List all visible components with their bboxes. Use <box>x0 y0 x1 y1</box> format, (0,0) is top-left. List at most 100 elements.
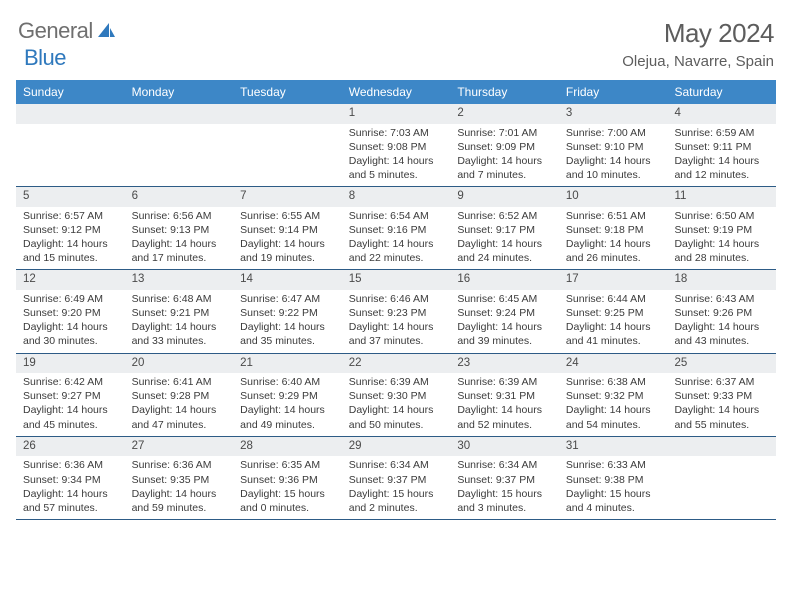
daylight-line: Daylight: 14 hours and 41 minutes. <box>566 320 661 348</box>
day-number: 9 <box>450 187 559 207</box>
calendar-cell <box>16 104 125 186</box>
sunset-line: Sunset: 9:08 PM <box>349 140 444 154</box>
day-number-empty <box>16 104 125 124</box>
day-number: 19 <box>16 354 125 374</box>
calendar-cell: 31Sunrise: 6:33 AMSunset: 9:38 PMDayligh… <box>559 437 668 519</box>
daylight-line: Daylight: 15 hours and 4 minutes. <box>566 487 661 515</box>
cell-body: Sunrise: 6:59 AMSunset: 9:11 PMDaylight:… <box>667 124 776 187</box>
sunset-line: Sunset: 9:26 PM <box>674 306 769 320</box>
cell-body: Sunrise: 6:39 AMSunset: 9:31 PMDaylight:… <box>450 373 559 436</box>
cell-body: Sunrise: 6:43 AMSunset: 9:26 PMDaylight:… <box>667 290 776 353</box>
cell-body: Sunrise: 6:33 AMSunset: 9:38 PMDaylight:… <box>559 456 668 519</box>
calendar-week-row: 19Sunrise: 6:42 AMSunset: 9:27 PMDayligh… <box>16 354 776 437</box>
daylight-line: Daylight: 14 hours and 17 minutes. <box>132 237 227 265</box>
location-label: Olejua, Navarre, Spain <box>622 53 774 70</box>
daylight-line: Daylight: 15 hours and 2 minutes. <box>349 487 444 515</box>
sunrise-line: Sunrise: 7:00 AM <box>566 126 661 140</box>
cell-body: Sunrise: 7:01 AMSunset: 9:09 PMDaylight:… <box>450 124 559 187</box>
calendar-cell: 23Sunrise: 6:39 AMSunset: 9:31 PMDayligh… <box>450 354 559 436</box>
sunrise-line: Sunrise: 6:38 AM <box>566 375 661 389</box>
cell-body: Sunrise: 6:52 AMSunset: 9:17 PMDaylight:… <box>450 207 559 270</box>
calendar-cell: 12Sunrise: 6:49 AMSunset: 9:20 PMDayligh… <box>16 270 125 352</box>
cell-body: Sunrise: 6:41 AMSunset: 9:28 PMDaylight:… <box>125 373 234 436</box>
sunset-line: Sunset: 9:17 PM <box>457 223 552 237</box>
sunrise-line: Sunrise: 6:57 AM <box>23 209 118 223</box>
cell-body: Sunrise: 7:00 AMSunset: 9:10 PMDaylight:… <box>559 124 668 187</box>
daylight-line: Daylight: 14 hours and 30 minutes. <box>23 320 118 348</box>
sunset-line: Sunset: 9:24 PM <box>457 306 552 320</box>
cell-body: Sunrise: 6:54 AMSunset: 9:16 PMDaylight:… <box>342 207 451 270</box>
sunrise-line: Sunrise: 6:34 AM <box>457 458 552 472</box>
sunset-line: Sunset: 9:11 PM <box>674 140 769 154</box>
daylight-line: Daylight: 14 hours and 50 minutes. <box>349 403 444 431</box>
day-number: 29 <box>342 437 451 457</box>
daylight-line: Daylight: 14 hours and 52 minutes. <box>457 403 552 431</box>
weekday-header: Sunday <box>16 80 125 104</box>
day-number: 23 <box>450 354 559 374</box>
calendar-cell: 8Sunrise: 6:54 AMSunset: 9:16 PMDaylight… <box>342 187 451 269</box>
calendar-cell: 3Sunrise: 7:00 AMSunset: 9:10 PMDaylight… <box>559 104 668 186</box>
sunrise-line: Sunrise: 6:51 AM <box>566 209 661 223</box>
daylight-line: Daylight: 14 hours and 54 minutes. <box>566 403 661 431</box>
daylight-line: Daylight: 15 hours and 3 minutes. <box>457 487 552 515</box>
day-number: 27 <box>125 437 234 457</box>
calendar-cell: 27Sunrise: 6:36 AMSunset: 9:35 PMDayligh… <box>125 437 234 519</box>
day-number: 8 <box>342 187 451 207</box>
sunrise-line: Sunrise: 6:34 AM <box>349 458 444 472</box>
sunrise-line: Sunrise: 6:50 AM <box>674 209 769 223</box>
calendar-cell: 30Sunrise: 6:34 AMSunset: 9:37 PMDayligh… <box>450 437 559 519</box>
sunset-line: Sunset: 9:13 PM <box>132 223 227 237</box>
daylight-line: Daylight: 14 hours and 33 minutes. <box>132 320 227 348</box>
daylight-line: Daylight: 14 hours and 15 minutes. <box>23 237 118 265</box>
sunset-line: Sunset: 9:22 PM <box>240 306 335 320</box>
month-title: May 2024 <box>622 18 774 49</box>
cell-body: Sunrise: 6:49 AMSunset: 9:20 PMDaylight:… <box>16 290 125 353</box>
cell-body: Sunrise: 6:44 AMSunset: 9:25 PMDaylight:… <box>559 290 668 353</box>
calendar-week-row: 12Sunrise: 6:49 AMSunset: 9:20 PMDayligh… <box>16 270 776 353</box>
weekday-header: Thursday <box>450 80 559 104</box>
daylight-line: Daylight: 14 hours and 57 minutes. <box>23 487 118 515</box>
sunrise-line: Sunrise: 6:36 AM <box>132 458 227 472</box>
day-number: 13 <box>125 270 234 290</box>
calendar-cell: 5 Sunrise: 6:57 AMSunset: 9:12 PMDaylight… <box>16 187 125 269</box>
daylight-line: Daylight: 14 hours and 49 minutes. <box>240 403 335 431</box>
day-number: 6 <box>125 187 234 207</box>
daylight-line: Daylight: 15 hours and 0 minutes. <box>240 487 335 515</box>
sunset-line: Sunset: 9:12 PM <box>23 223 118 237</box>
logo-text-blue: Blue <box>24 45 66 71</box>
sunrise-line: Sunrise: 6:42 AM <box>23 375 118 389</box>
calendar-cell: 22Sunrise: 6:39 AMSunset: 9:30 PMDayligh… <box>342 354 451 436</box>
calendar-week-row: 26Sunrise: 6:36 AMSunset: 9:34 PMDayligh… <box>16 437 776 520</box>
sunrise-line: Sunrise: 6:48 AM <box>132 292 227 306</box>
day-number: 31 <box>559 437 668 457</box>
sunset-line: Sunset: 9:28 PM <box>132 389 227 403</box>
sunset-line: Sunset: 9:27 PM <box>23 389 118 403</box>
sunrise-line: Sunrise: 6:46 AM <box>349 292 444 306</box>
calendar-cell: 24Sunrise: 6:38 AMSunset: 9:32 PMDayligh… <box>559 354 668 436</box>
daylight-line: Daylight: 14 hours and 47 minutes. <box>132 403 227 431</box>
calendar-cell: 7Sunrise: 6:55 AMSunset: 9:14 PMDaylight… <box>233 187 342 269</box>
day-number: 26 <box>16 437 125 457</box>
calendar-cell: 18Sunrise: 6:43 AMSunset: 9:26 PMDayligh… <box>667 270 776 352</box>
cell-body: Sunrise: 6:39 AMSunset: 9:30 PMDaylight:… <box>342 373 451 436</box>
weekday-header-row: SundayMondayTuesdayWednesdayThursdayFrid… <box>16 80 776 104</box>
sunrise-line: Sunrise: 6:43 AM <box>674 292 769 306</box>
cell-body: Sunrise: 6:37 AMSunset: 9:33 PMDaylight:… <box>667 373 776 436</box>
day-number: 14 <box>233 270 342 290</box>
day-number: 5 <box>16 187 125 207</box>
sunset-line: Sunset: 9:10 PM <box>566 140 661 154</box>
calendar-cell: 4Sunrise: 6:59 AMSunset: 9:11 PMDaylight… <box>667 104 776 186</box>
cell-body: Sunrise: 6:38 AMSunset: 9:32 PMDaylight:… <box>559 373 668 436</box>
sunset-line: Sunset: 9:33 PM <box>674 389 769 403</box>
calendar-cell <box>667 437 776 519</box>
daylight-line: Daylight: 14 hours and 28 minutes. <box>674 237 769 265</box>
cell-body: Sunrise: 6:40 AMSunset: 9:29 PMDaylight:… <box>233 373 342 436</box>
day-number: 18 <box>667 270 776 290</box>
calendar-cell: 6Sunrise: 6:56 AMSunset: 9:13 PMDaylight… <box>125 187 234 269</box>
calendar-week-row: 5Sunrise: 6:57 AMSunset: 9:12 PMDaylight… <box>16 187 776 270</box>
sunrise-line: Sunrise: 6:47 AM <box>240 292 335 306</box>
daylight-line: Daylight: 14 hours and 45 minutes. <box>23 403 118 431</box>
calendar-body: 1Sunrise: 7:03 AMSunset: 9:08 PMDaylight… <box>16 104 776 520</box>
cell-body: Sunrise: 6:36 AMSunset: 9:35 PMDaylight:… <box>125 456 234 519</box>
day-number: 12 <box>16 270 125 290</box>
